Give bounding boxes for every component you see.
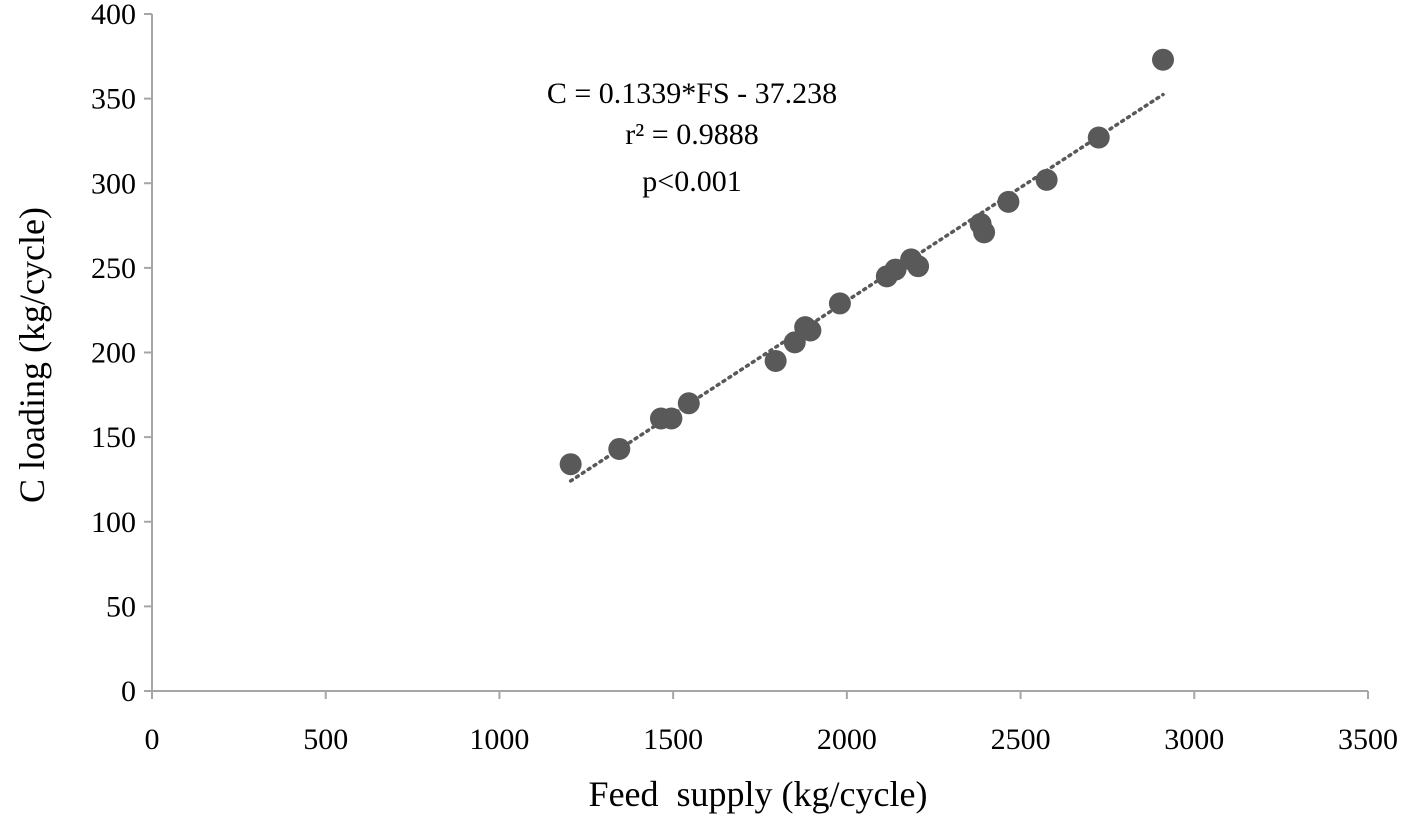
data-point (1152, 48, 1175, 71)
data-point (973, 221, 996, 244)
data-point (799, 319, 822, 342)
x-tick-label: 2500 (991, 723, 1051, 756)
x-tick-label: 3500 (1338, 723, 1398, 756)
x-tick-label: 1000 (469, 723, 529, 756)
y-tick-label: 50 (106, 590, 136, 623)
regression-annotation: C = 0.1339*FS - 37.238 r² = 0.9888 p<0.0… (547, 77, 837, 198)
data-point (764, 349, 787, 372)
x-tick-label: 0 (145, 723, 160, 756)
data-point (884, 258, 907, 281)
y-tick-label: 250 (91, 252, 136, 285)
x-axis-title: Feed supply (kg/cycle) (589, 774, 928, 814)
y-axis-ticks: 0 50 100 150 200 250 300 350 400 (91, 0, 152, 708)
data-point (907, 255, 930, 278)
x-tick-label: 1500 (643, 723, 703, 756)
data-point (828, 292, 851, 315)
annotation-equation: C = 0.1339*FS - 37.238 (547, 77, 837, 110)
y-tick-label: 150 (91, 421, 136, 454)
data-point (1035, 168, 1058, 191)
y-axis-title: C loading (kg/cycle) (12, 207, 52, 503)
x-tick-label: 500 (303, 723, 348, 756)
x-tick-label: 3000 (1164, 723, 1224, 756)
y-tick-label: 200 (91, 337, 136, 370)
annotation-p-value: p<0.001 (642, 165, 741, 198)
data-point (997, 190, 1020, 213)
x-tick-label: 2000 (817, 723, 877, 756)
y-tick-label: 100 (91, 506, 136, 539)
data-points (559, 48, 1175, 476)
data-point (677, 392, 700, 415)
y-tick-label: 300 (91, 167, 136, 200)
data-point (1087, 126, 1110, 149)
annotation-r-squared: r² = 0.9888 (625, 118, 758, 151)
data-point (660, 407, 683, 430)
data-point (559, 453, 582, 476)
data-point (608, 437, 631, 460)
plot-area: 0 50 100 150 200 250 300 350 400 0 500 1000 1500 200… (91, 0, 1398, 756)
x-axis-ticks: 0 500 1000 1500 2000 2500 3000 3500 (145, 691, 1398, 756)
y-tick-label: 0 (121, 675, 136, 708)
y-tick-label: 350 (91, 83, 136, 116)
y-tick-label: 400 (91, 0, 136, 31)
